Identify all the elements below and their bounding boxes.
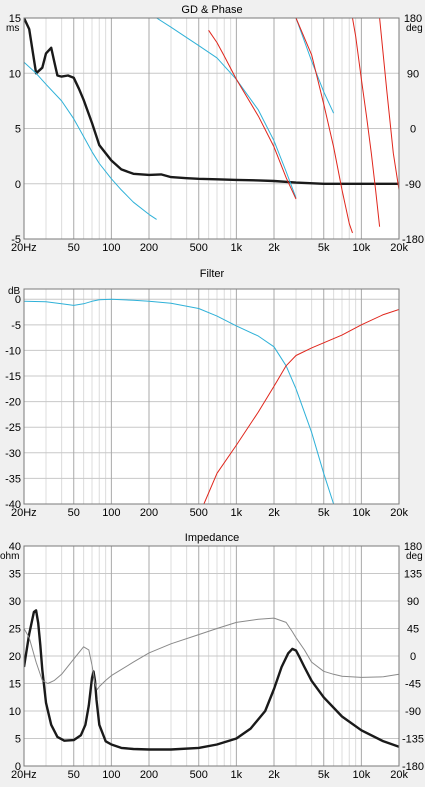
y-left-tick-label: -20: [5, 397, 21, 409]
y-right-tick-label: 90: [407, 68, 419, 80]
y-right-tick-label: 180: [404, 541, 422, 553]
y-left-tick-label: 10: [9, 706, 21, 718]
chart-title: Impedance: [185, 532, 239, 544]
x-tick-label: 500: [190, 242, 208, 254]
x-tick-label: 200: [140, 242, 158, 254]
y-left-tick-label: 15: [9, 679, 21, 691]
y-left-unit: ms: [6, 23, 19, 34]
impedance-chart: Impedance ohm deg 20Hz 50 100 200 500 1k 2k 5k 1…: [0, 532, 424, 781]
x-tick-label: 2k: [268, 507, 280, 519]
y-left-tick-label: 15: [9, 13, 21, 25]
chart-title: GD & Phase: [181, 4, 242, 16]
y-left-tick-label: 10: [9, 68, 21, 80]
plot-frame: [23, 17, 400, 240]
x-tick-label: 20Hz: [11, 242, 37, 254]
y-left-tick-label: -15: [5, 371, 21, 383]
y-left-tick-label: 25: [9, 624, 21, 636]
y-left-tick-label: -5: [11, 234, 21, 246]
y-right-tick-label: 135: [404, 569, 422, 581]
y-left-tick-label: 5: [15, 124, 21, 136]
x-tick-label: 50: [68, 242, 80, 254]
x-tick-label: 100: [102, 242, 120, 254]
x-tick-label: 2k: [268, 242, 280, 254]
x-tick-label: 200: [140, 507, 158, 519]
x-tick-label: 10k: [352, 242, 370, 254]
y-left-tick-label: 5: [15, 734, 21, 746]
y-left-tick-label: 0: [15, 179, 21, 191]
x-tick-label: 20k: [390, 769, 408, 781]
y-left-tick-label: -30: [5, 448, 21, 460]
x-tick-label: 100: [102, 769, 120, 781]
x-tick-label: 10k: [352, 507, 370, 519]
y-right-tick-label: 0: [410, 124, 416, 136]
plot-area: [24, 289, 399, 504]
x-tick-label: 5k: [318, 507, 330, 519]
x-tick-label: 20k: [390, 242, 408, 254]
y-left-tick-label: -10: [5, 345, 21, 357]
y-right-tick-label: -180: [402, 761, 424, 773]
x-tick-label: 2k: [268, 769, 280, 781]
series-line-1: [203, 309, 399, 504]
x-tick-label: 10k: [352, 769, 370, 781]
series-line-0: [24, 298, 335, 504]
x-tick-label: 50: [68, 769, 80, 781]
y-right-tick-label: -180: [402, 234, 424, 246]
series-line-2: [208, 18, 399, 234]
x-tick-label: 200: [140, 769, 158, 781]
y-right-tick-label: -135: [402, 734, 424, 746]
x-tick-label: 1k: [231, 242, 243, 254]
x-tick-label: 20Hz: [11, 769, 37, 781]
y-right-unit: deg: [406, 23, 423, 34]
x-tick-label: 500: [190, 769, 208, 781]
x-tick-label: 5k: [318, 242, 330, 254]
y-right-tick-label: 90: [407, 596, 419, 608]
y-left-tick-label: -5: [11, 320, 21, 332]
y-right-tick-label: -45: [405, 679, 421, 691]
y-right-tick-label: 0: [410, 651, 416, 663]
chart-title: Filter: [200, 268, 225, 280]
y-left-tick-label: -25: [5, 422, 21, 434]
y-left-unit: dB: [8, 286, 21, 297]
series-line-1: [24, 617, 399, 691]
y-right-tick-label: -90: [405, 706, 421, 718]
y-left-tick-label: 0: [15, 294, 21, 306]
y-right-tick-label: 180: [404, 13, 422, 25]
y-left-tick-label: 0: [15, 761, 21, 773]
series-line-0: [24, 609, 399, 751]
x-tick-label: 5k: [318, 769, 330, 781]
y-left-tick-label: 20: [9, 651, 21, 663]
y-left-unit: ohm: [0, 551, 19, 562]
x-tick-label: 1k: [231, 769, 243, 781]
plot-frame: [23, 545, 400, 767]
gd-phase-chart: GD & Phase ms deg 20Hz 50 100 200 500 1k 2k 5k 1…: [6, 4, 424, 254]
x-tick-label: 20k: [390, 507, 408, 519]
x-tick-label: 500: [190, 507, 208, 519]
x-tick-label: 100: [102, 507, 120, 519]
y-left-tick-label: 35: [9, 569, 21, 581]
series-line-0: [24, 18, 399, 185]
y-left-tick-label: -40: [5, 499, 21, 511]
y-left-tick-label: -35: [5, 473, 21, 485]
y-left-tick-label: 30: [9, 596, 21, 608]
filter-chart: Filter dB 20Hz 50 100 200 500 1k 2k 5k 10k 20k -40…: [5, 268, 408, 519]
y-right-unit: deg: [406, 551, 423, 562]
series-line-1: [24, 18, 335, 220]
x-tick-label: 20Hz: [11, 507, 37, 519]
x-tick-label: 1k: [231, 507, 243, 519]
x-tick-label: 50: [68, 507, 80, 519]
y-right-tick-label: -90: [405, 179, 421, 191]
y-left-tick-label: 40: [9, 541, 21, 553]
plot-frame: [23, 288, 400, 505]
y-right-tick-label: 45: [407, 624, 419, 636]
